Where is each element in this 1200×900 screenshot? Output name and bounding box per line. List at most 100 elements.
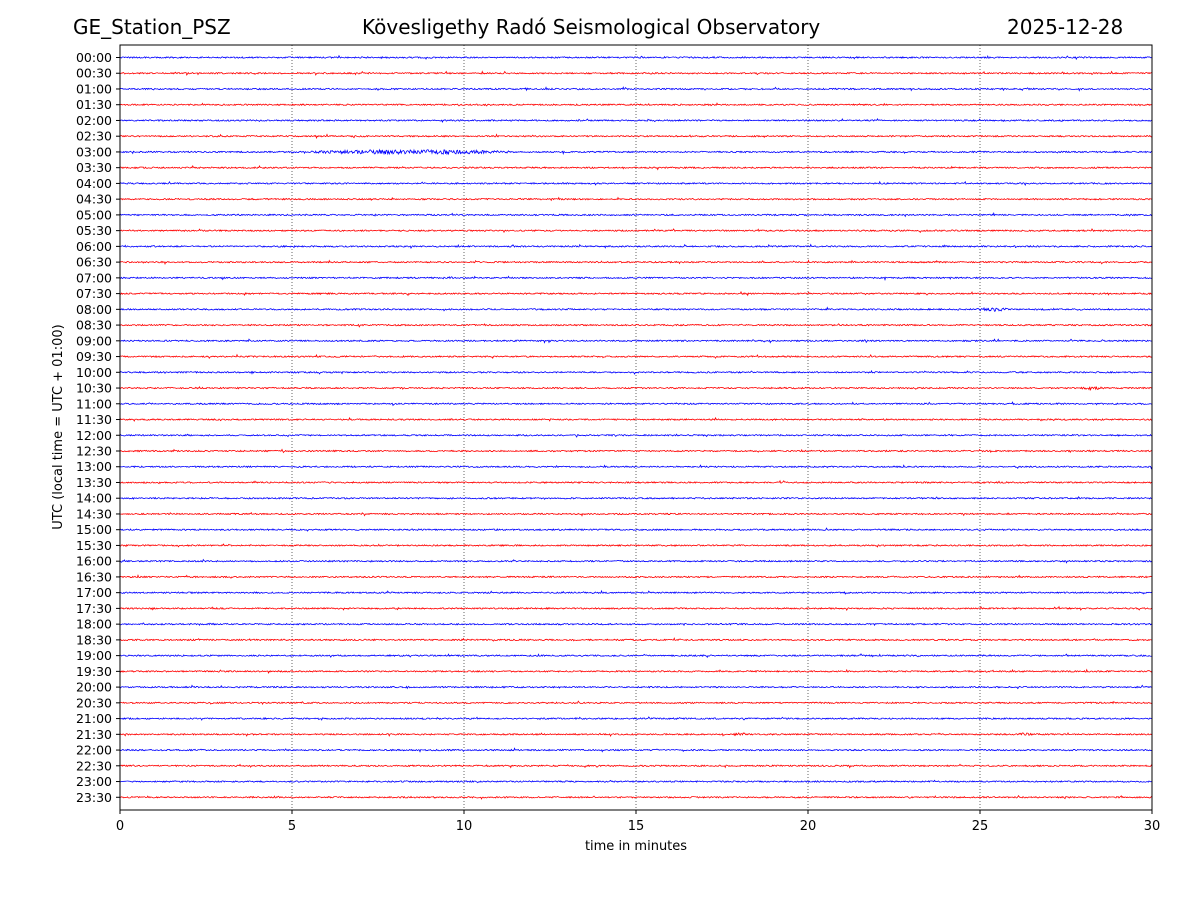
y-tick-label-14:30: 14:30 [76,506,112,521]
trace-18:00 [119,622,1153,627]
trace-05:00 [119,212,1153,218]
y-tick-label-06:30: 06:30 [76,255,112,270]
y-tick-label-13:00: 13:00 [76,459,112,474]
y-tick-label-11:30: 11:30 [76,412,112,427]
trace-03:00 [119,148,1153,156]
x-tick-label-0: 0 [116,819,124,834]
y-tick-label-20:30: 20:30 [76,695,112,710]
y-tick-label-07:00: 07:00 [76,270,112,285]
trace-20:00 [119,684,1153,690]
y-tick-label-00:30: 00:30 [76,66,112,81]
trace-04:30 [119,196,1153,202]
trace-06:00 [119,243,1153,249]
y-tick-label-01:30: 01:30 [76,97,112,112]
y-tick-label-16:00: 16:00 [76,554,112,569]
trace-22:00 [119,747,1153,753]
y-tick-label-21:30: 21:30 [76,727,112,742]
trace-00:30 [119,70,1153,76]
y-tick-label-23:30: 23:30 [76,790,112,805]
x-axis-ticks: 0 5 10 15 20 25 30 [116,810,1160,834]
y-tick-label-19:30: 19:30 [76,664,112,679]
trace-12:30 [119,448,1153,454]
y-tick-label-18:30: 18:30 [76,632,112,647]
y-tick-label-12:00: 12:00 [76,428,112,443]
trace-01:00 [119,86,1153,92]
x-tick-label-10: 10 [456,819,473,834]
trace-09:00 [119,338,1153,344]
y-tick-label-08:00: 08:00 [76,302,112,317]
grid-lines [291,45,981,810]
y-tick-label-13:30: 13:30 [76,475,112,490]
trace-21:00 [119,716,1153,721]
y-tick-label-10:00: 10:00 [76,365,112,380]
trace-06:30 [119,259,1153,265]
trace-20:30 [119,700,1153,705]
trace-13:30 [119,479,1153,485]
trace-09:30 [119,353,1153,360]
y-tick-label-16:30: 16:30 [76,569,112,584]
x-tick-label-25: 25 [972,819,989,834]
y-tick-label-04:00: 04:00 [76,176,112,191]
date-title: 2025-12-28 [1007,15,1124,39]
trace-02:00 [119,117,1153,124]
y-tick-label-10:30: 10:30 [76,381,112,396]
trace-22:30 [119,763,1153,769]
y-tick-label-15:00: 15:00 [76,522,112,537]
station-title: GE_Station_PSZ [73,15,231,39]
y-tick-label-00:00: 00:00 [76,50,112,65]
trace-19:00 [119,653,1153,659]
y-tick-label-03:30: 03:30 [76,160,112,175]
x-tick-label-15: 15 [628,819,645,834]
x-axis-label: time in minutes [585,839,687,854]
trace-19:30 [119,668,1153,674]
y-tick-label-12:30: 12:30 [76,444,112,459]
y-tick-label-05:00: 05:00 [76,207,112,222]
y-tick-label-15:30: 15:30 [76,538,112,553]
trace-18:30 [119,637,1153,642]
y-tick-label-21:00: 21:00 [76,711,112,726]
y-tick-label-07:30: 07:30 [76,286,112,301]
y-axis-ticks: 00:0000:3001:0001:3002:0002:3003:0003:30… [76,50,120,805]
trace-15:00 [119,527,1153,532]
trace-11:30 [119,416,1153,422]
observatory-title: Kövesligethy Radó Seismological Observat… [362,15,821,39]
trace-07:30 [119,290,1153,297]
trace-23:30 [119,794,1153,800]
trace-08:30 [119,323,1153,328]
y-tick-label-09:30: 09:30 [76,349,112,364]
x-tick-label-30: 30 [1144,819,1161,834]
y-tick-label-23:00: 23:00 [76,774,112,789]
trace-12:00 [119,433,1153,438]
y-tick-label-19:00: 19:00 [76,648,112,663]
y-tick-label-01:00: 01:00 [76,81,112,96]
y-tick-label-20:00: 20:00 [76,680,112,695]
trace-01:30 [119,102,1153,107]
y-tick-label-11:00: 11:00 [76,396,112,411]
trace-17:30 [119,605,1153,611]
y-tick-label-18:00: 18:00 [76,617,112,632]
y-tick-label-14:00: 14:00 [76,491,112,506]
y-tick-label-22:30: 22:30 [76,758,112,773]
x-tick-label-5: 5 [288,819,296,834]
trace-00:00 [119,54,1153,61]
y-tick-label-02:00: 02:00 [76,113,112,128]
y-axis-label: UTC (local time = UTC + 01:00) [51,324,66,529]
trace-14:30 [119,511,1153,517]
trace-16:00 [119,558,1153,564]
y-tick-label-08:30: 08:30 [76,318,112,333]
trace-05:30 [119,228,1153,234]
trace-11:00 [119,401,1153,407]
y-tick-label-17:00: 17:00 [76,585,112,600]
trace-02:30 [119,133,1153,140]
y-tick-label-22:00: 22:00 [76,743,112,758]
x-tick-label-20: 20 [800,819,817,834]
trace-23:00 [119,779,1153,784]
y-tick-label-06:00: 06:00 [76,239,112,254]
trace-16:30 [119,574,1153,579]
trace-13:00 [119,464,1153,470]
seismic-traces [119,54,1153,800]
trace-15:30 [119,543,1153,548]
trace-10:00 [119,369,1153,375]
trace-17:00 [119,589,1153,595]
